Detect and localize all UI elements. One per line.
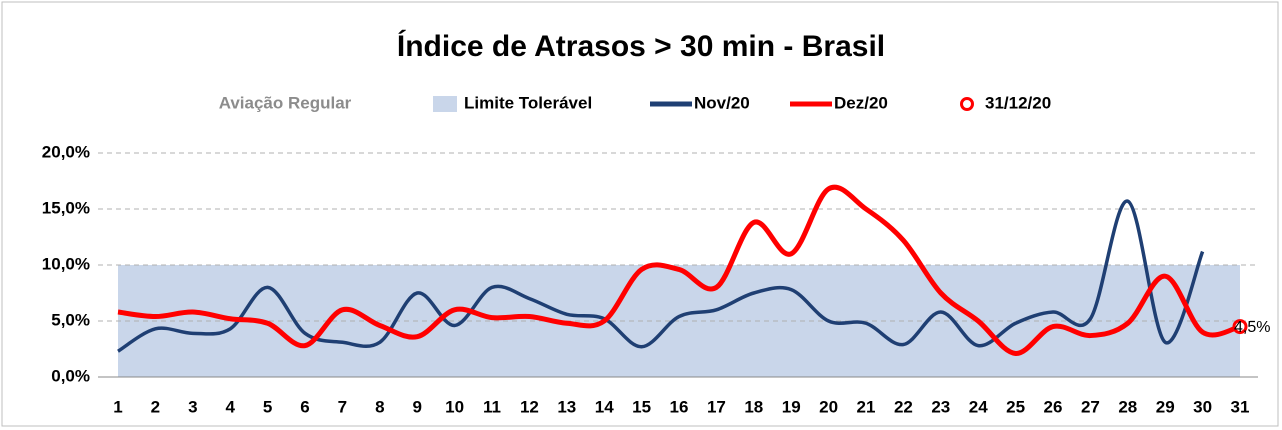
x-tick-label: 18 [744,397,763,416]
x-tick-label: 2 [151,397,160,416]
x-tick-label: 16 [670,397,689,416]
x-tick-label: 30 [1193,397,1212,416]
x-tick-label: 26 [1044,397,1063,416]
x-tick-label: 13 [557,397,576,416]
x-tick-label: 15 [632,397,651,416]
legend-label: 31/12/20 [985,93,1051,112]
x-tick-label: 14 [595,397,614,416]
highlight-marker [1232,319,1248,335]
legend-swatch [433,96,457,112]
x-tick-label: 20 [819,397,838,416]
x-tick-label: 8 [375,397,384,416]
x-tick-label: 22 [894,397,913,416]
chart-title: Índice de Atrasos > 30 min - Brasil [397,29,885,63]
chart-subtitle: Aviação Regular [219,93,352,112]
x-tick-label: 17 [707,397,726,416]
y-tick-label: 15,0% [42,198,90,217]
legend-label: Dez/20 [834,93,888,112]
x-tick-label: 29 [1156,397,1175,416]
y-tick-label: 0,0% [51,366,90,385]
x-tick-label: 11 [483,397,501,416]
x-tick-label: 5 [263,397,272,416]
x-tick-label: 1 [113,397,122,416]
x-tick-label: 7 [338,397,347,416]
x-tick-label: 23 [931,397,950,416]
x-tick-label: 31 [1231,397,1250,416]
x-tick-label: 19 [782,397,801,416]
x-tick-label: 28 [1118,397,1137,416]
y-tick-label: 5,0% [51,310,90,329]
series-line [117,184,1241,356]
legend-label: Nov/20 [694,93,750,112]
x-tick-label: 3 [188,397,197,416]
x-tick-label: 9 [412,397,421,416]
x-tick-label: 24 [969,397,988,416]
x-tick-label: 27 [1081,397,1100,416]
y-tick-label: 10,0% [42,254,90,273]
x-tick-label: 25 [1006,397,1025,416]
series-line [117,199,1205,353]
data-label: 4,5% [1234,319,1270,336]
x-tick-label: 4 [225,397,235,416]
x-tick-label: 21 [857,397,876,416]
legend-swatch [960,97,974,111]
legend-label: Limite Tolerável [464,93,592,112]
y-tick-label: 20,0% [42,142,90,161]
x-tick-label: 6 [300,397,309,416]
x-tick-label: 12 [520,397,539,416]
x-tick-label: 10 [445,397,464,416]
